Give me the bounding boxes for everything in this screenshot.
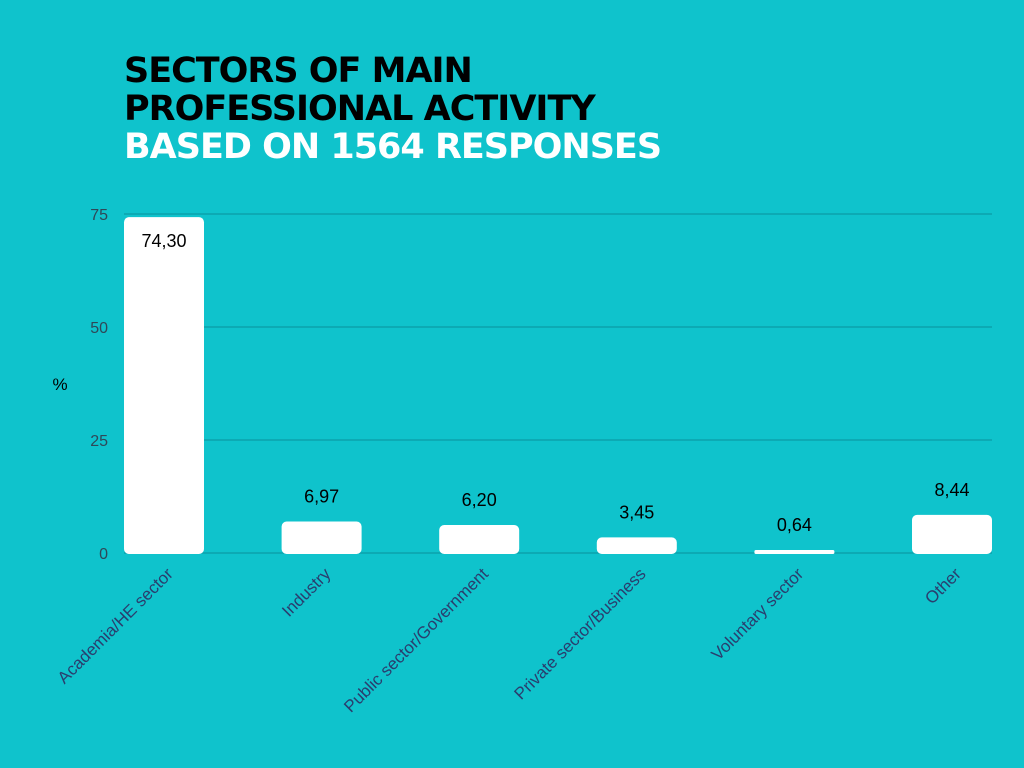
x-tick-label: Public sector/Government: [340, 564, 492, 716]
y-axis: 0 25 50 75: [90, 207, 108, 563]
title-line-1: SECTORS OF MAIN: [124, 51, 473, 91]
chart-title: SECTORS OF MAIN PROFESSIONAL ACTIVITY BA…: [124, 52, 984, 166]
x-tick-label: Industry: [278, 564, 335, 621]
y-tick-label: 0: [99, 546, 108, 563]
title-subtitle: BASED ON 1564 RESPONSES: [124, 127, 662, 167]
gridlines: [124, 213, 992, 554]
bars: [124, 217, 992, 554]
title-line-2: PROFESSIONAL ACTIVITY: [124, 89, 596, 129]
bar: [281, 521, 362, 554]
value-labels: 74,30 6,97 6,20 3,45 0,64 8,44: [141, 231, 969, 535]
y-tick-label: 75: [90, 207, 108, 224]
y-tick-label: 25: [90, 433, 108, 450]
bar: [754, 550, 835, 554]
y-axis-title: %: [52, 375, 67, 394]
data-label: 0,64: [777, 515, 812, 535]
data-label: 6,20: [462, 490, 497, 510]
data-label: 74,30: [141, 231, 186, 251]
bar: [124, 217, 204, 554]
y-tick-label: 50: [90, 320, 108, 337]
bar: [439, 524, 520, 554]
x-tick-label: Private sector/Business: [511, 564, 650, 703]
x-axis: Academia/HE sector Industry Public sector/…: [54, 564, 965, 716]
data-label: 8,44: [934, 480, 969, 500]
x-tick-label: Other: [921, 564, 965, 608]
x-tick-label: Voluntary sector: [708, 564, 808, 664]
bar: [912, 514, 992, 554]
bar: [596, 537, 677, 554]
data-label: 3,45: [619, 502, 654, 522]
data-label: 6,97: [304, 486, 339, 506]
x-tick-label: Academia/HE sector: [54, 564, 177, 687]
